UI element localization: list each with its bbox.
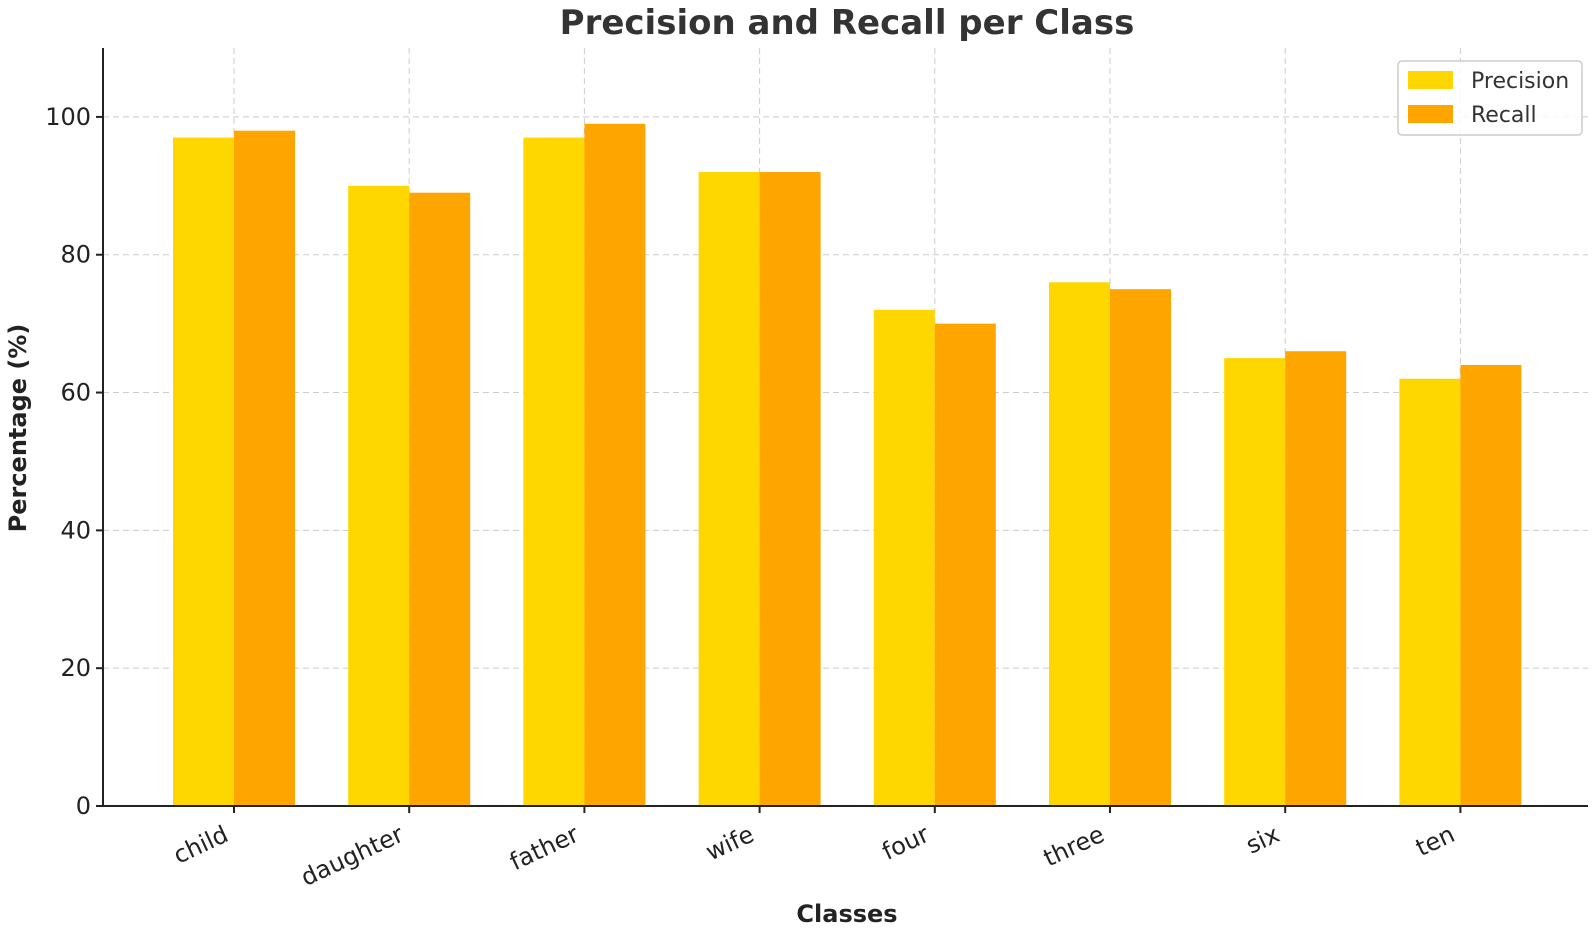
bar-precision-father [523, 137, 585, 807]
bar-precision-four [873, 309, 935, 806]
bars [173, 123, 1522, 807]
bar-recall-six [1285, 351, 1347, 806]
x-tick-label-ten: ten [1411, 820, 1459, 862]
bar-precision-six [1224, 358, 1286, 806]
bar-recall-four [934, 323, 996, 806]
chart-title: Precision and Recall per Class [560, 3, 1135, 43]
grid [103, 48, 1588, 806]
x-tick-labels: child daughter father wife four three six ten [169, 820, 1459, 892]
y-tick-labels: 0 20 40 60 80 100 [45, 103, 91, 820]
bar-recall-three [1110, 289, 1171, 806]
bar-recall-father [584, 123, 646, 807]
y-tick-label: 100 [45, 103, 91, 131]
bar-recall-ten [1460, 364, 1522, 806]
bar-recall-daughter [409, 192, 471, 806]
y-tick-label: 40 [60, 516, 91, 544]
bar-precision-wife [698, 172, 760, 806]
legend: Precision Recall [1397, 60, 1583, 136]
bar-precision-daughter [348, 185, 410, 806]
y-tick-label: 60 [60, 379, 91, 407]
y-tick-label: 0 [76, 792, 91, 820]
legend-swatch-recall [1408, 105, 1453, 123]
legend-swatch-precision [1408, 71, 1453, 89]
y-tick-label: 80 [60, 241, 91, 269]
x-tick-label-wife: wife [701, 820, 758, 866]
y-tick-label: 20 [60, 654, 91, 682]
bar-precision-child [173, 137, 234, 807]
bar-recall-wife [759, 172, 821, 806]
y-axis-label: Percentage (%) [4, 324, 32, 533]
legend-label-recall: Recall [1471, 103, 1537, 128]
x-tick-label-daughter: daughter [297, 820, 408, 892]
x-tick-label-four: four [878, 820, 934, 866]
axes [96, 48, 1588, 813]
x-axis-label: Classes [796, 900, 897, 928]
legend-label-precision: Precision [1471, 69, 1569, 94]
x-tick-label-three: three [1039, 820, 1108, 872]
bar-recall-child [234, 130, 295, 806]
bar-precision-ten [1399, 378, 1461, 806]
x-tick-label-child: child [169, 820, 232, 869]
x-tick-label-father: father [505, 820, 583, 876]
x-tick-label-six: six [1242, 820, 1284, 859]
bar-precision-three [1049, 282, 1110, 807]
